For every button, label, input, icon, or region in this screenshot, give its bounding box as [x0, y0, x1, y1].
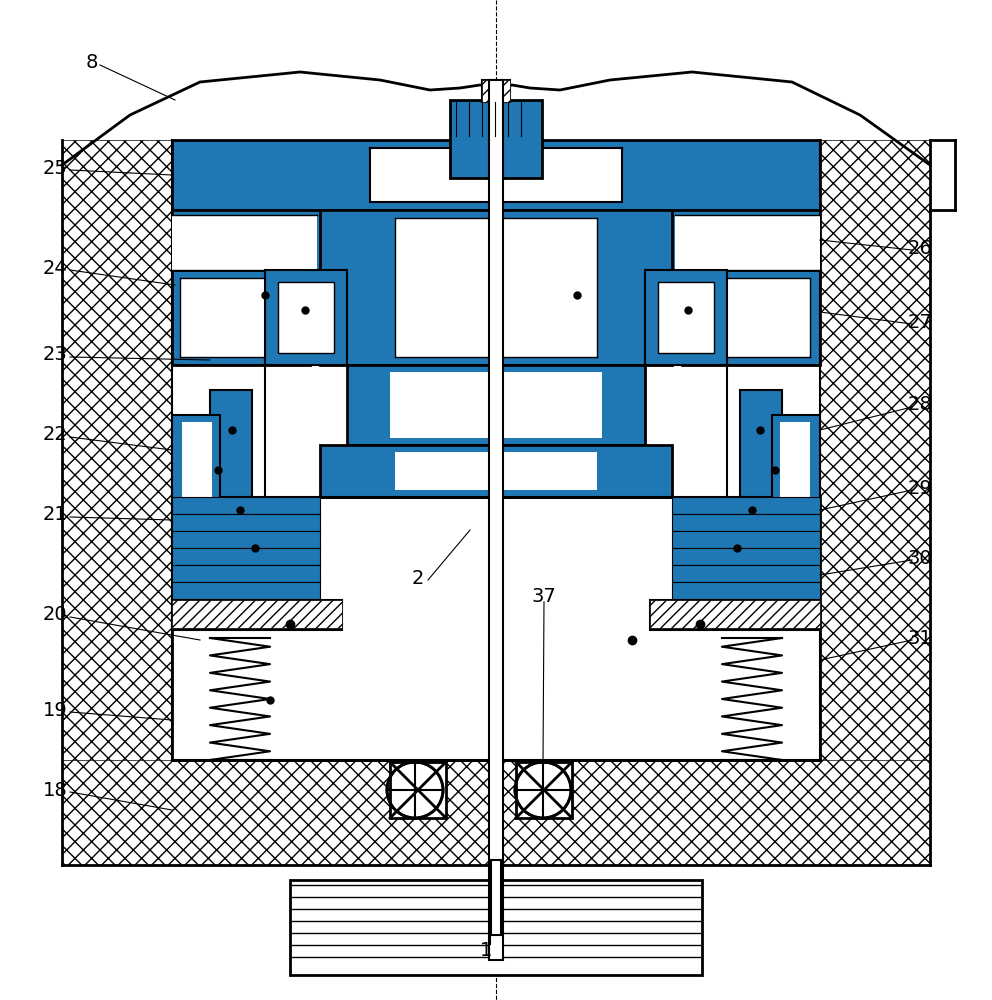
Bar — [658, 282, 714, 353]
Bar — [772, 415, 820, 545]
Bar — [772, 415, 820, 545]
Bar — [682, 270, 820, 365]
Bar — [450, 100, 542, 178]
Bar — [645, 270, 727, 365]
Bar — [450, 100, 542, 178]
Bar — [320, 210, 672, 365]
Bar — [482, 80, 510, 102]
Bar — [172, 210, 820, 275]
Bar — [347, 365, 645, 445]
Text: 20: 20 — [43, 605, 67, 624]
Bar — [395, 218, 597, 357]
Bar — [265, 270, 347, 365]
Bar — [172, 415, 220, 545]
Text: 18: 18 — [43, 780, 67, 800]
Bar — [172, 497, 320, 514]
Text: 25: 25 — [43, 158, 67, 178]
Bar — [172, 497, 820, 760]
Bar — [172, 582, 320, 599]
Bar — [172, 270, 310, 365]
Bar — [172, 270, 310, 365]
Text: 27: 27 — [908, 312, 932, 332]
Bar — [62, 760, 930, 865]
Bar — [672, 565, 820, 582]
Text: 28: 28 — [908, 395, 932, 414]
Bar — [172, 565, 320, 582]
Text: 23: 23 — [43, 346, 67, 364]
Bar — [172, 514, 320, 531]
Text: 29: 29 — [908, 479, 932, 497]
Text: 26: 26 — [908, 238, 932, 257]
Bar — [172, 531, 320, 548]
Bar — [278, 282, 334, 353]
Bar — [740, 390, 782, 497]
Bar — [180, 278, 302, 357]
Bar — [482, 80, 510, 102]
Bar — [62, 140, 172, 810]
Text: 19: 19 — [43, 700, 67, 720]
Bar — [172, 210, 820, 275]
Text: 30: 30 — [908, 548, 932, 568]
Bar — [320, 445, 672, 497]
Text: 31: 31 — [908, 629, 932, 648]
Bar — [172, 531, 320, 548]
Text: 21: 21 — [43, 506, 67, 524]
Bar — [182, 422, 212, 538]
Bar — [650, 600, 820, 628]
Bar — [390, 372, 602, 438]
Bar — [675, 215, 820, 270]
Bar — [395, 452, 597, 490]
Bar — [390, 762, 446, 818]
Bar — [172, 600, 342, 628]
Bar — [172, 140, 820, 210]
Text: 22: 22 — [43, 426, 67, 444]
Bar — [672, 531, 820, 548]
Bar — [672, 548, 820, 565]
Bar — [320, 210, 672, 365]
Bar — [688, 278, 810, 357]
Bar — [265, 270, 347, 365]
Bar — [172, 140, 820, 210]
Bar — [491, 860, 501, 935]
Text: 1: 1 — [480, 940, 492, 960]
Bar — [347, 365, 645, 445]
Bar — [650, 600, 820, 628]
Bar — [780, 422, 810, 538]
Bar — [672, 514, 820, 531]
Bar — [489, 80, 503, 960]
Bar — [172, 497, 320, 514]
Text: 24: 24 — [43, 258, 67, 277]
Bar — [516, 762, 572, 818]
Text: 2: 2 — [412, 568, 425, 587]
Bar — [740, 390, 782, 497]
Bar — [682, 270, 820, 365]
Text: 37: 37 — [532, 586, 557, 605]
Bar — [172, 600, 342, 628]
Bar — [210, 390, 252, 497]
Bar — [172, 548, 320, 565]
Bar — [370, 148, 622, 202]
Bar — [645, 270, 727, 365]
Bar — [672, 531, 820, 548]
Bar — [672, 565, 820, 582]
Bar — [672, 582, 820, 599]
Bar — [172, 565, 320, 582]
Bar — [172, 215, 317, 270]
Bar — [672, 497, 820, 514]
Bar — [672, 497, 820, 514]
Bar — [820, 140, 930, 810]
Text: 8: 8 — [86, 52, 98, 72]
Bar — [172, 415, 220, 545]
Bar — [210, 390, 252, 497]
Bar — [320, 445, 672, 497]
Bar — [290, 880, 702, 975]
